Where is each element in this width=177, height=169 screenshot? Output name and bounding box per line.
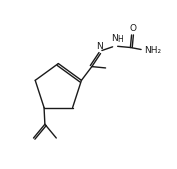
- Text: N: N: [96, 42, 103, 51]
- Text: N: N: [112, 34, 118, 43]
- Text: H: H: [118, 35, 123, 44]
- Text: O: O: [129, 24, 136, 33]
- Text: NH₂: NH₂: [144, 46, 161, 55]
